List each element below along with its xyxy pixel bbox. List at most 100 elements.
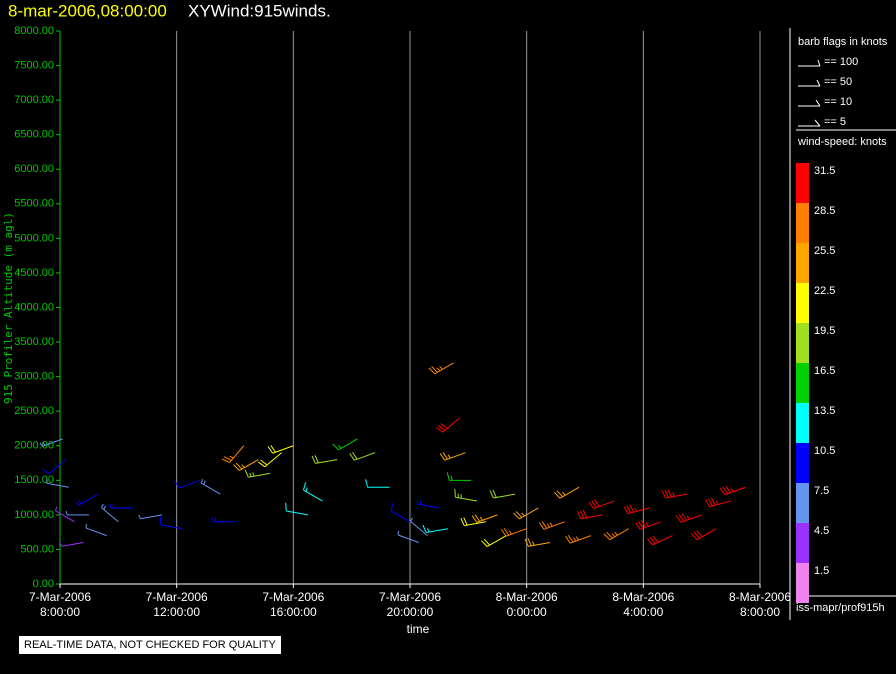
wind-barb [603, 528, 629, 541]
y-tick-label: 6000.00 [14, 163, 54, 175]
chart-title: XYWind:915winds. [188, 1, 331, 20]
y-tick-label: 2000.00 [14, 440, 54, 452]
wind-barb [513, 507, 539, 520]
colorbar-swatch [796, 443, 809, 483]
colorbar-label: 7.5 [814, 485, 829, 497]
colorbar-swatch [796, 523, 809, 563]
wind-barb [285, 502, 309, 516]
legend-entry: == 50 [824, 76, 852, 88]
quality-footer: REAL-TIME DATA, NOT CHECKED FOR QUALITY [19, 636, 281, 654]
colorbar-swatch [796, 243, 809, 283]
colorbar-swatch [796, 563, 809, 603]
wind-barb [416, 499, 440, 509]
wind-barb [138, 514, 163, 520]
wind-barb [311, 455, 338, 464]
x-tick-label: 7-Mar-2006 16:00:00 [262, 590, 325, 619]
colorbar-swatch [796, 283, 809, 323]
x-tick-label: 7-Mar-2006 12:00:00 [145, 590, 208, 619]
legend-barb [798, 119, 821, 127]
y-tick-label: 7500.00 [14, 59, 54, 71]
y-tick-label: 0.00 [33, 578, 54, 590]
wind-barb [705, 497, 731, 508]
wind-barb [85, 523, 107, 537]
x-tick-label: 7-Mar-2006 20:00:00 [378, 590, 442, 619]
colorbar-swatch [796, 203, 809, 243]
x-tick-label: 8-Mar-2006 0:00:00 [495, 590, 558, 619]
colorbar-label: 25.5 [814, 245, 835, 257]
wind-barb [489, 489, 516, 499]
wind-barb [233, 459, 259, 472]
colorbar-label: 4.5 [814, 525, 829, 537]
wind-barb [538, 521, 565, 530]
colorbar-swatch [796, 163, 809, 203]
y-tick-label: 5500.00 [14, 198, 54, 210]
wind-barb [554, 486, 580, 499]
legend-barb [798, 79, 821, 87]
wind-barb [500, 528, 527, 537]
x-tick-label: 8-Mar-2006 4:00:00 [612, 590, 675, 619]
colorbar-label: 22.5 [814, 285, 835, 297]
wind-barb [365, 479, 390, 488]
wind-barb [101, 503, 119, 523]
wind-barb [75, 493, 99, 506]
wind-barb [42, 459, 67, 475]
colorbar-label: 10.5 [814, 445, 835, 457]
wind-barb [661, 489, 688, 499]
colorbar-label: 13.5 [814, 405, 835, 417]
wind-barb [59, 542, 84, 547]
colorbar-swatch [796, 363, 809, 403]
wind-barb [390, 502, 411, 523]
y-tick-label: 6500.00 [14, 129, 54, 141]
wind-barb [221, 445, 245, 464]
date-stamp: 8-mar-2006,08:00:00 [8, 1, 167, 20]
wind-barb [39, 438, 64, 447]
legend-entry: == 5 [824, 116, 846, 128]
wind-barb [200, 479, 221, 495]
wind-barb [446, 472, 472, 481]
wind-barb [422, 524, 449, 534]
wind-barb [174, 479, 201, 489]
wind-barb [565, 534, 592, 544]
wind-barb [524, 538, 551, 547]
wind-barb [349, 452, 376, 461]
wind-barb [410, 517, 428, 536]
wind-barb [460, 517, 486, 527]
wind-barb [623, 504, 650, 515]
wind-barb [471, 514, 498, 523]
legend-entry: == 100 [824, 56, 858, 68]
colorbar-label: 16.5 [814, 365, 835, 377]
colorbar-label: 31.5 [814, 165, 835, 177]
colorbar-label: 19.5 [814, 325, 835, 337]
source-label: iss-mapr/prof915h [796, 602, 885, 614]
wind-barb [719, 485, 746, 496]
wind-barb [55, 506, 75, 523]
wind-barb [454, 488, 478, 502]
y-tick-label: 1500.00 [14, 474, 54, 486]
colorbar-swatch [796, 403, 809, 443]
y-tick-label: 4500.00 [14, 267, 54, 279]
y-tick-label: 5000.00 [14, 232, 54, 244]
wind-barb [428, 362, 454, 375]
wind-barb [211, 517, 235, 523]
x-axis-label: time [407, 622, 430, 636]
wind-barb [635, 520, 662, 530]
y-tick-label: 3000.00 [14, 371, 54, 383]
y-tick-label: 8000.00 [14, 25, 54, 37]
wind-barb [332, 438, 358, 451]
wind-barb [65, 510, 90, 516]
colorbar-label: 1.5 [814, 565, 829, 577]
wind-barb [481, 535, 507, 548]
wind-barb [46, 479, 69, 488]
wind-barb [439, 452, 466, 461]
wind-barb [159, 516, 183, 530]
y-tick-label: 500.00 [20, 543, 54, 555]
wind-barb [675, 513, 702, 523]
barb-legend-title: barb flags in knots [798, 36, 888, 48]
legend-entry: == 10 [824, 96, 852, 108]
wind-barb [267, 445, 294, 454]
wind-barb [257, 452, 282, 468]
x-tick-label: 8-Mar-2006 8:00:00 [728, 590, 792, 619]
y-tick-label: 4000.00 [14, 301, 54, 313]
y-tick-label: 2500.00 [14, 405, 54, 417]
wind-barb [397, 530, 419, 543]
